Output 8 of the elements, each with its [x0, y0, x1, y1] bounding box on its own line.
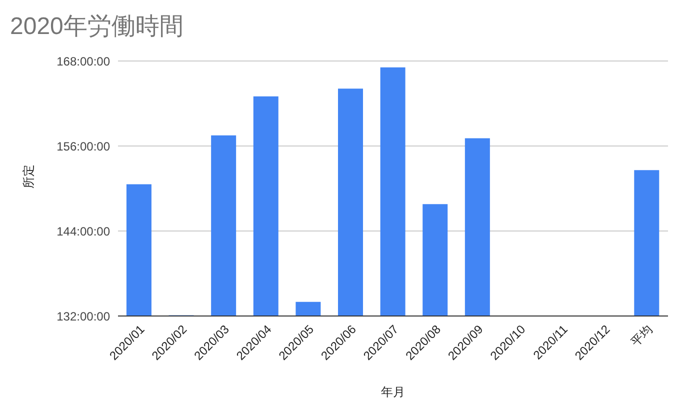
- chart-title: 2020年労働時間: [10, 12, 184, 42]
- y-tick-label: 168:00:00: [56, 54, 110, 68]
- y-tick-label: 144:00:00: [56, 224, 110, 238]
- y-tick-label: 132:00:00: [56, 309, 110, 324]
- y-axis-title: 所定: [21, 164, 36, 188]
- x-axis-title: 年月: [381, 385, 405, 399]
- y-tick-label: 156:00:00: [56, 139, 110, 154]
- x-tick-label: 平均: [628, 322, 655, 350]
